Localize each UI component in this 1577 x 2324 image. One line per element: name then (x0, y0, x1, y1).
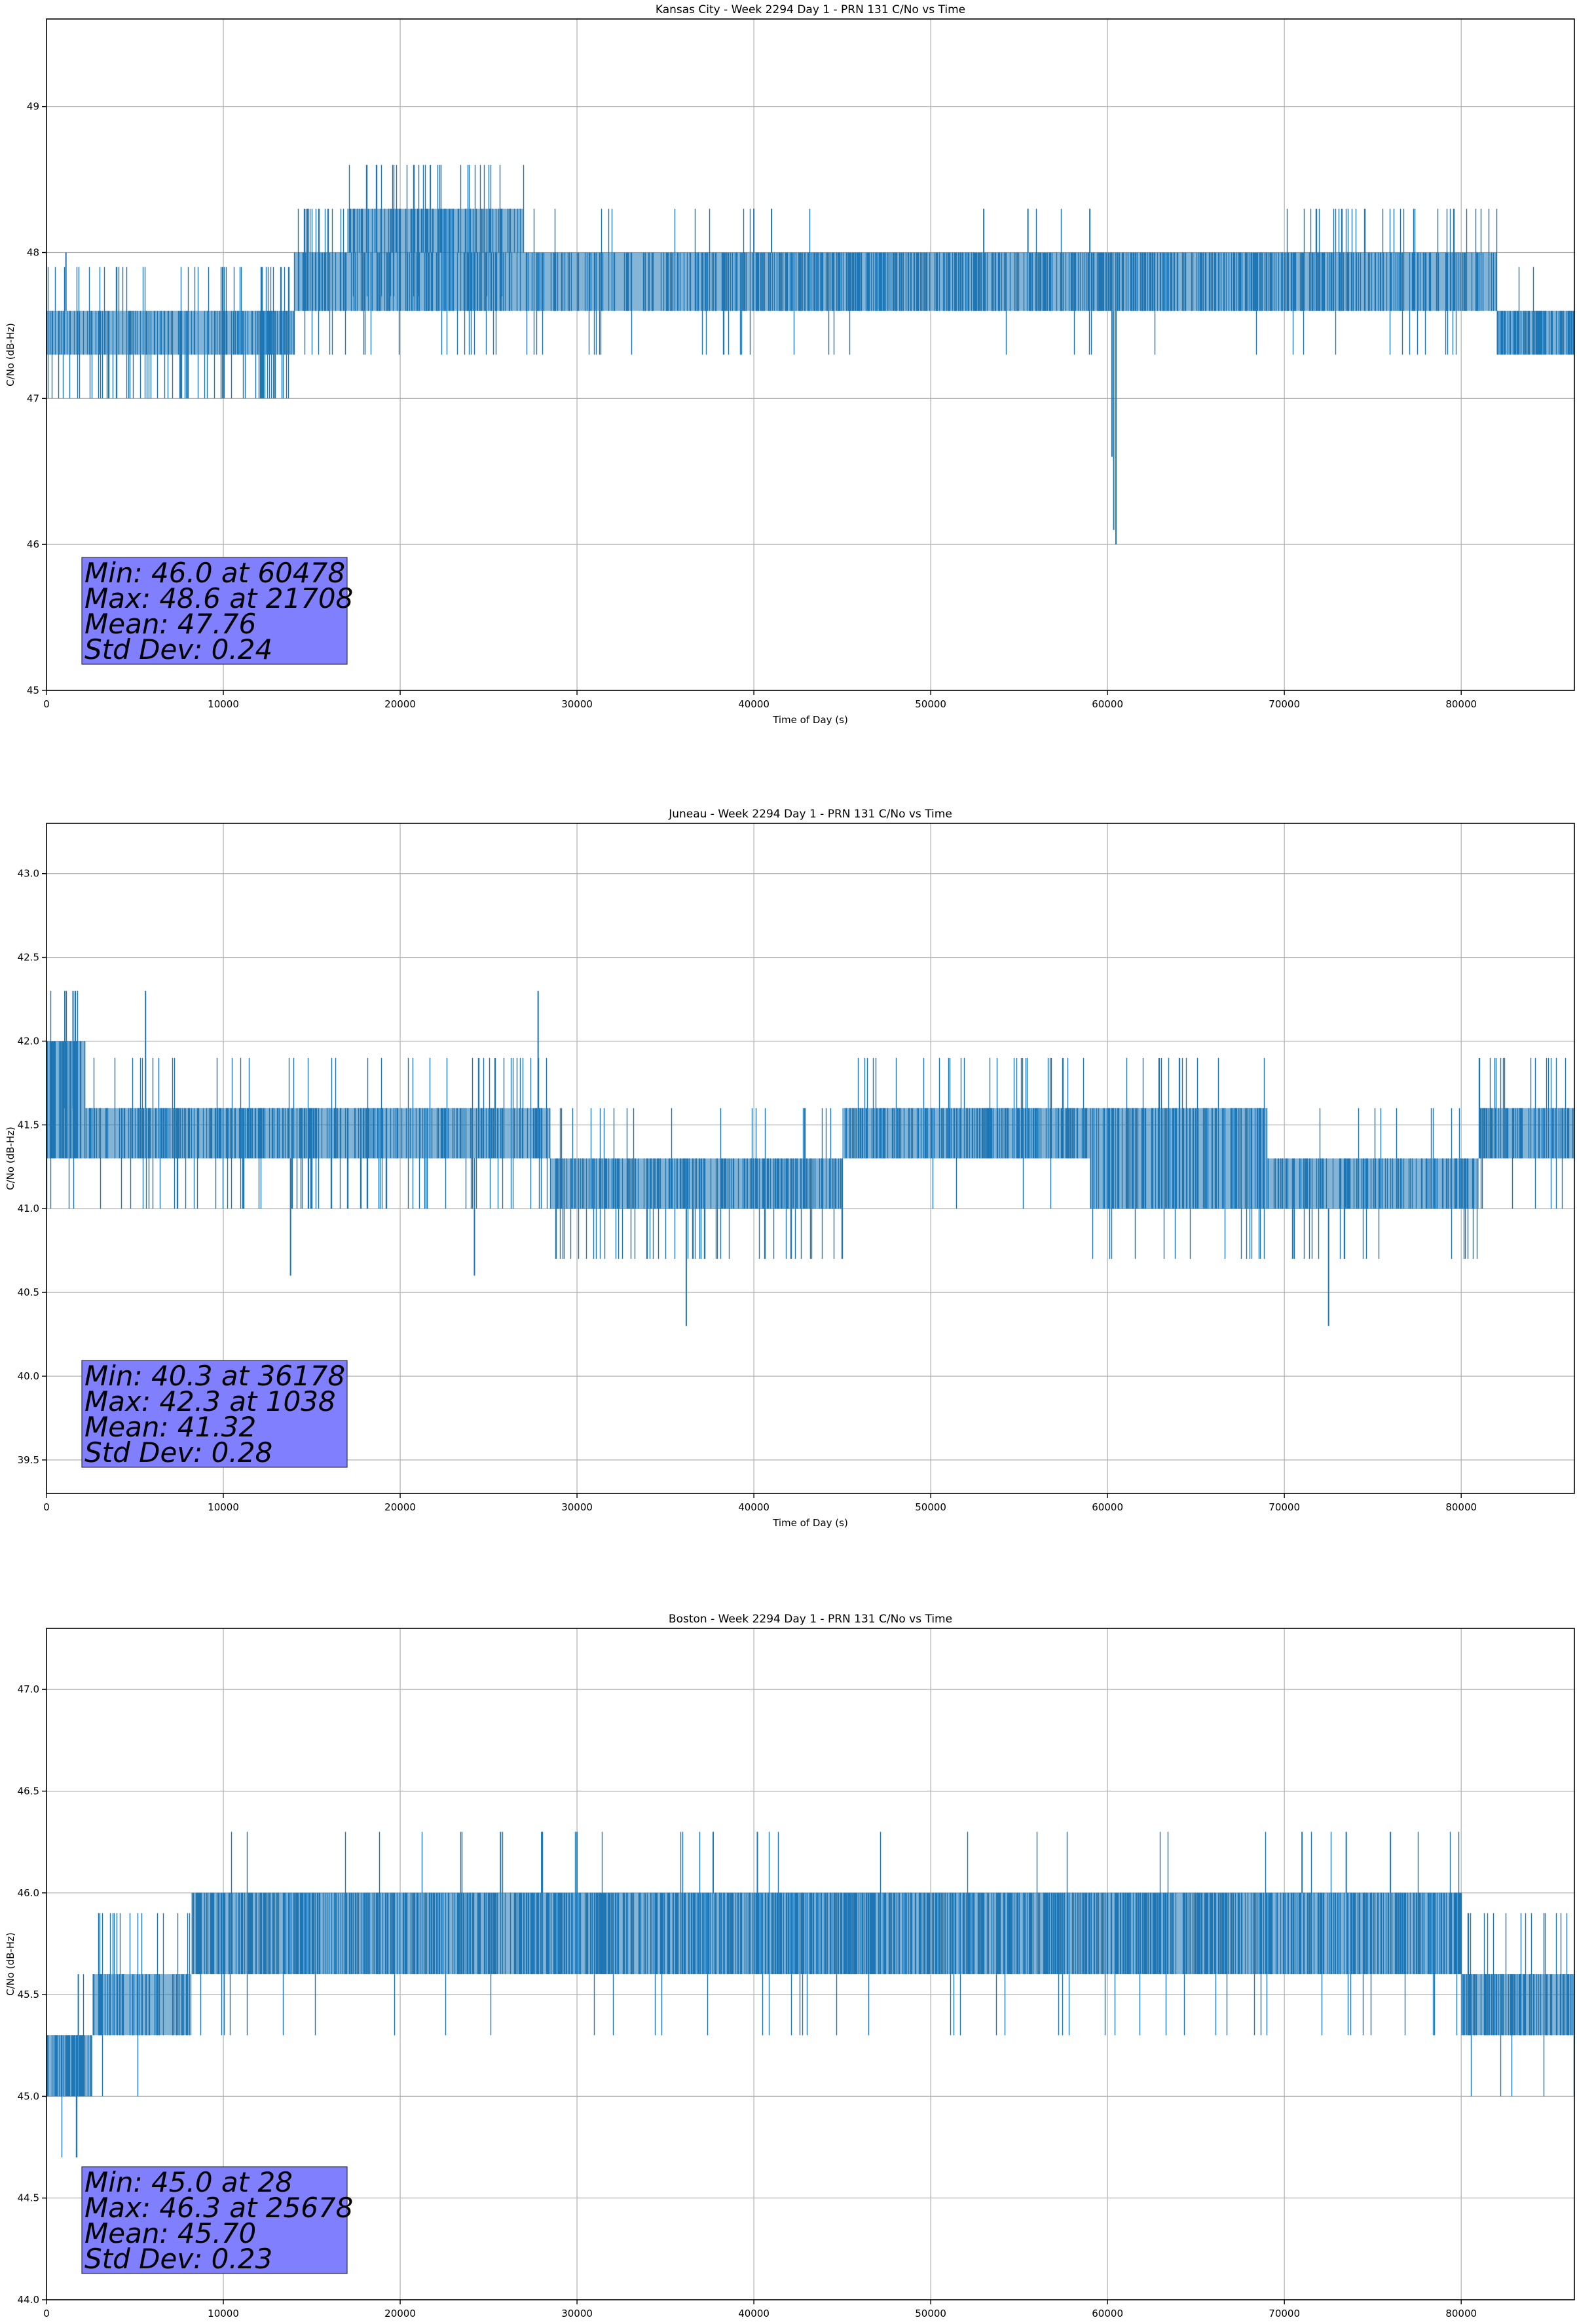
y-tick-label: 46 (27, 538, 39, 550)
series-band (92, 1974, 192, 2036)
x-tick-label: 40000 (738, 1501, 770, 1513)
series-band (294, 252, 525, 311)
y-tick-label: 44.5 (18, 2192, 39, 2204)
x-tick-label: 80000 (1445, 698, 1477, 710)
y-tick-label: 39.5 (18, 1454, 39, 1466)
chart-panel-3: 0 10000 20000 30000 40000 50000 60000 70000 8000… (5, 1613, 1575, 2324)
x-tick-label: 50000 (915, 698, 946, 710)
stats-box (81, 557, 348, 665)
x-tick-label: 20000 (384, 698, 416, 710)
stats-line: Mean: 41.32 (84, 1411, 256, 1443)
y-tick-label: 47 (27, 392, 39, 404)
chart-panel-2: 0 10000 20000 30000 40000 50000 60000 70000 8000… (5, 808, 1575, 1529)
x-tick-label: 80000 (1445, 1501, 1477, 1513)
y-tick-label: 46.0 (18, 1887, 39, 1899)
series-band (1302, 252, 1497, 311)
series-band (46, 1041, 86, 1159)
y-tick-label: 45.0 (18, 2090, 39, 2102)
x-axis-label: Time of Day (s) (772, 714, 848, 726)
x-tick-label: 0 (43, 2308, 50, 2319)
stats-line: Std Dev: 0.23 (84, 2243, 272, 2275)
stats-line: Max: 48.6 at 21708 (84, 582, 353, 614)
y-axis-label: C/No (dB-Hz) (5, 1932, 16, 1996)
stats-line: Min: 46.0 at 60478 (84, 557, 345, 589)
series-band (347, 208, 525, 253)
x-tick-label: 30000 (561, 1501, 593, 1513)
axes-frame (46, 1628, 1575, 2300)
x-tick-label: 50000 (915, 1501, 946, 1513)
axes-frame (46, 18, 1575, 691)
y-tick-label: 45.5 (18, 1989, 39, 2000)
x-tick-label: 80000 (1445, 2308, 1477, 2319)
x-tick-label: 20000 (384, 1501, 416, 1513)
stats-line: Max: 42.3 at 1038 (84, 1385, 336, 1417)
y-axis-label: C/No (dB-Hz) (5, 1127, 16, 1190)
x-tick-label: 40000 (738, 698, 770, 710)
chart-title: Kansas City - Week 2294 Day 1 - PRN 131 … (656, 3, 965, 16)
series-band (754, 252, 1303, 311)
y-tick-label: 44.0 (18, 2294, 39, 2306)
x-tick-label: 60000 (1092, 1501, 1123, 1513)
y-tick-label: 48 (27, 247, 39, 259)
x-axis-label: Time of Day (s) (772, 1517, 848, 1529)
y-tick-label: 42.5 (18, 952, 39, 964)
y-tick-label: 46.5 (18, 1785, 39, 1797)
series-band (1496, 310, 1574, 355)
series-band (1461, 1974, 1574, 2036)
chart-title: Juneau - Week 2294 Day 1 - PRN 131 C/No … (668, 808, 952, 821)
series-band (1479, 1108, 1574, 1159)
axes-frame (46, 823, 1575, 1494)
x-tick-label: 70000 (1269, 1501, 1300, 1513)
stats-line: Mean: 47.76 (84, 608, 256, 640)
x-tick-label: 50000 (915, 2308, 946, 2319)
y-tick-label: 41.5 (18, 1119, 39, 1131)
series-trace (46, 1831, 1574, 2158)
y-tick-label: 45 (27, 684, 39, 696)
series-band (46, 2035, 93, 2097)
x-tick-label: 20000 (384, 2308, 416, 2319)
series-band (85, 1108, 551, 1159)
chart-title: Boston - Week 2294 Day 1 - PRN 131 C/No … (669, 1613, 952, 1626)
x-tick-label: 10000 (208, 698, 239, 710)
y-tick-label: 47.0 (18, 1683, 39, 1695)
y-tick-label: 43.0 (18, 868, 39, 880)
x-tick-label: 30000 (561, 2308, 593, 2319)
y-axis-label: C/No (dB-Hz) (5, 323, 16, 386)
stats-line: Std Dev: 0.28 (84, 1436, 272, 1469)
stats-line: Std Dev: 0.24 (84, 633, 272, 665)
y-tick-label: 41.0 (18, 1203, 39, 1214)
stats-line: Max: 46.3 at 25678 (84, 2192, 353, 2224)
stats-box (81, 2166, 348, 2274)
series-band (46, 310, 295, 355)
x-tick-label: 30000 (561, 698, 593, 710)
x-tick-label: 70000 (1269, 698, 1300, 710)
y-tick-label: 42.0 (18, 1035, 39, 1047)
x-tick-label: 10000 (208, 1501, 239, 1513)
x-tick-label: 0 (43, 698, 50, 710)
stats-line: Min: 40.3 at 36178 (84, 1360, 345, 1392)
x-tick-label: 0 (43, 1501, 50, 1513)
x-tick-label: 60000 (1092, 2308, 1123, 2319)
series-band (550, 1158, 843, 1209)
series-trace (46, 164, 1574, 545)
stats-line: Mean: 45.70 (84, 2217, 256, 2249)
y-tick-label: 49 (27, 101, 39, 113)
series-band (524, 252, 754, 311)
y-tick-label: 40.5 (18, 1286, 39, 1298)
x-tick-label: 10000 (208, 2308, 239, 2319)
x-tick-label: 60000 (1092, 698, 1123, 710)
y-tick-label: 40.0 (18, 1370, 39, 1382)
series-band (1267, 1158, 1479, 1209)
series-trace (46, 990, 1574, 1326)
x-tick-label: 40000 (738, 2308, 770, 2319)
chart-panel-1: 0 10000 20000 30000 40000 50000 60000 70000 8000… (5, 3, 1575, 726)
stats-line: Min: 45.0 at 28 (84, 2166, 293, 2198)
series-band (191, 1892, 1462, 1975)
series-band (842, 1108, 1090, 1159)
x-tick-label: 70000 (1269, 2308, 1300, 2319)
stats-box (81, 1360, 348, 1468)
series-band (1090, 1108, 1267, 1209)
